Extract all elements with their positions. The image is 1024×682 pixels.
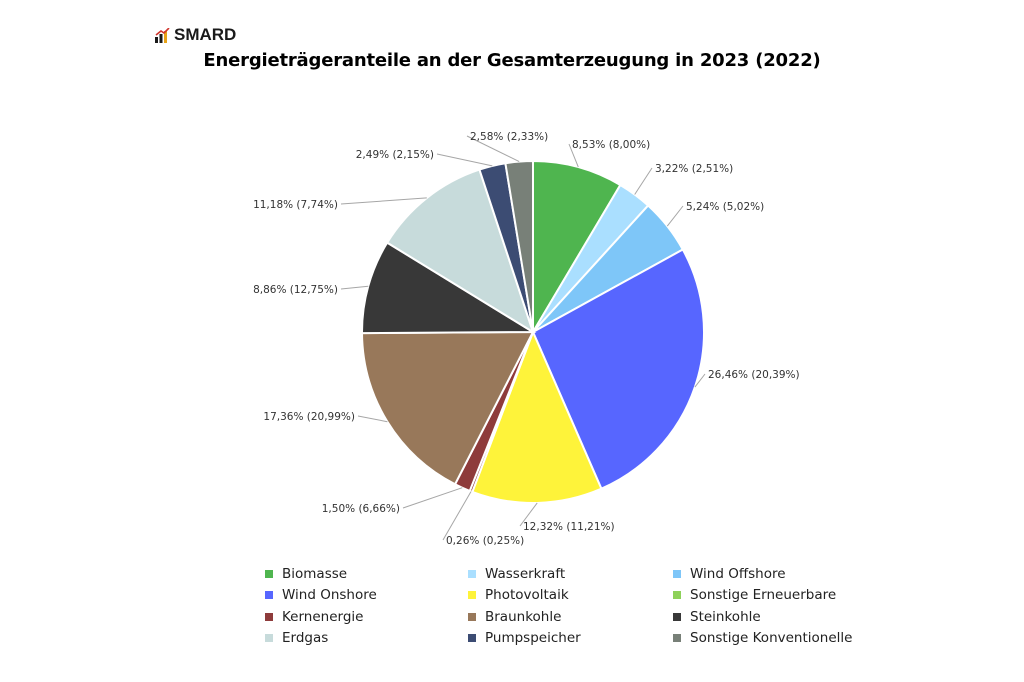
- chart-title: Energieträgeranteile an der Gesamterzeug…: [203, 50, 821, 71]
- legend-item: Sonstige Erneuerbare: [673, 585, 883, 607]
- pie-slice-erdgas: [385, 168, 535, 335]
- leader-line: [340, 197, 427, 205]
- data-label: 8,53% (8,00%): [572, 139, 650, 151]
- data-label: 5,24% (5,02%): [686, 201, 764, 213]
- legend-label: Sonstige Konventionelle: [690, 630, 853, 647]
- legend-label: Photovoltaik: [485, 587, 569, 604]
- legend-label: Wind Offshore: [690, 565, 786, 582]
- data-label: 1,50% (6,66%): [322, 503, 400, 515]
- legend-swatch: [265, 591, 273, 600]
- legend-label: Pumpspeicher: [485, 630, 581, 647]
- legend-label: Biomasse: [282, 565, 348, 582]
- data-label: 12,32% (11,21%): [523, 521, 615, 533]
- legend-item: Steinkohle: [673, 606, 883, 628]
- leader-line: [442, 491, 472, 541]
- leader-line: [436, 153, 493, 167]
- data-label: 2,58% (2,33%): [470, 131, 548, 143]
- data-label: 26,46% (20,39%): [708, 369, 800, 381]
- smard-logo: SMARD: [155, 26, 236, 43]
- pie-chart: 8,53% (8,00%) 3,22% (2,51%) 5,24% (5,02%) 2…: [253, 131, 800, 547]
- pie-slice-photovoltaik: [471, 329, 603, 504]
- legend-item: Kernenergie: [265, 606, 468, 628]
- data-label: 2,49% (2,15%): [356, 149, 434, 161]
- legend-swatch: [265, 612, 273, 621]
- legend-swatch: [468, 612, 476, 621]
- legend-item: Wasserkraft: [468, 563, 673, 585]
- legend-label: Wasserkraft: [485, 565, 566, 582]
- data-label: 3,22% (2,51%): [655, 163, 733, 175]
- legend-swatch: [265, 569, 273, 578]
- legend-item: Wind Onshore: [265, 585, 468, 607]
- legend-label: Braunkohle: [485, 608, 562, 625]
- pie-slice-biomasse: [532, 159, 622, 336]
- legend-swatch: [673, 569, 681, 578]
- leader-line: [666, 205, 684, 227]
- legend-swatch: [468, 591, 476, 600]
- pie-slice-steinkohle: [360, 241, 537, 335]
- legend-label: Erdgas: [282, 630, 329, 647]
- data-label: 17,36% (20,99%): [263, 411, 355, 423]
- legend-item: Photovoltaik: [468, 585, 673, 607]
- bar-chart-logo-icon: [155, 28, 170, 43]
- logo-text: SMARD: [174, 25, 237, 44]
- leader-line: [568, 143, 579, 168]
- leader-line: [634, 167, 653, 195]
- legend-item: Braunkohle: [468, 606, 673, 628]
- data-label: 8,86% (12,75%): [253, 284, 338, 296]
- leader-line: [340, 285, 369, 290]
- legend-swatch: [673, 634, 681, 643]
- legend-swatch: [265, 634, 273, 643]
- legend-item: Erdgas: [265, 628, 468, 650]
- leader-line: [357, 415, 388, 423]
- legend-swatch: [673, 591, 681, 600]
- pie-slice-braunkohle: [360, 330, 535, 486]
- legend-label: Kernenergie: [282, 608, 364, 625]
- legend-swatch: [468, 569, 476, 578]
- legend-item: Pumpspeicher: [468, 628, 673, 650]
- legend-label: Steinkohle: [690, 608, 761, 625]
- legend-label: Wind Onshore: [282, 587, 377, 604]
- leader-line: [519, 502, 538, 527]
- legend-swatch: [673, 612, 681, 621]
- legend-item: Biomasse: [265, 563, 468, 585]
- legend-item: Sonstige Konventionelle: [673, 628, 883, 650]
- data-label: 11,18% (7,74%): [253, 199, 338, 211]
- chart-legend: Biomasse Wasserkraft Wind Offshore Wind Ons…: [265, 563, 885, 649]
- leader-line: [694, 373, 706, 388]
- legend-label: Sonstige Erneuerbare: [690, 587, 837, 604]
- data-label: 0,26% (0,25%): [446, 535, 524, 547]
- leader-line: [402, 487, 463, 509]
- legend-item: Wind Offshore: [673, 563, 883, 585]
- leader-line: [466, 135, 520, 163]
- legend-swatch: [468, 634, 476, 643]
